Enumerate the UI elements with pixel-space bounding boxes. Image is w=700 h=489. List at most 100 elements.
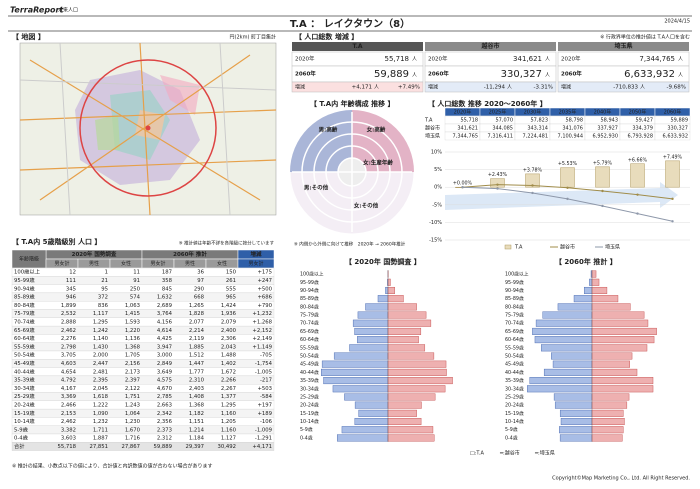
table-cell: 1,402 xyxy=(221,361,236,367)
age-label: 90-94歳 xyxy=(300,287,319,294)
bar-label: +3.78% xyxy=(523,167,543,173)
age-label: 0-4歳 xyxy=(505,434,518,441)
male-bar xyxy=(349,344,389,352)
age-label: 50-54歳 xyxy=(14,351,35,359)
table-head-label: 男性 xyxy=(89,260,99,267)
table-cell: 2,447 xyxy=(93,361,108,367)
trend-year: 2060年 xyxy=(664,109,682,116)
row-label: 2020年 xyxy=(295,55,315,63)
female-bar xyxy=(591,311,645,319)
age-label: 60-64歳 xyxy=(14,334,35,342)
age-label: 85-89歳 xyxy=(300,295,319,302)
table-cell: 4,792 xyxy=(61,378,76,384)
table-cell: 1,512 xyxy=(189,353,204,359)
table-cell: 1,368 xyxy=(189,402,205,408)
female-bar xyxy=(591,377,654,385)
trend-value: 6,952,930 xyxy=(593,134,618,140)
age-label: 35-39歳 xyxy=(300,377,319,384)
female-bar xyxy=(591,286,608,294)
table-cell: 2,079 xyxy=(221,319,236,325)
table-cell: 4,654 xyxy=(61,369,77,375)
table-head-label: 女性 xyxy=(217,260,227,267)
point xyxy=(601,189,604,193)
age-label: 65-69歳 xyxy=(505,328,524,335)
bar-label: +2.43% xyxy=(488,172,508,178)
age-label: 30-34歳 xyxy=(505,385,524,392)
table-cell: 1,828 xyxy=(189,311,205,317)
table-cell: 2,173 xyxy=(125,369,140,375)
female-bar xyxy=(591,385,654,393)
value-2060: 6,633,932 xyxy=(624,69,675,80)
unit: 人 xyxy=(545,73,550,79)
table-head-label: 男女計 xyxy=(54,260,69,267)
value-2020: 55,718 xyxy=(385,55,410,63)
value-2060: 59,889 xyxy=(374,69,409,80)
table-cell: 1,672 xyxy=(221,369,236,375)
table-note: ※ 推計値は年齢不詳を各階級に按分しています xyxy=(179,240,275,247)
trend-year: 2030年 xyxy=(524,109,542,116)
table-cell: 2,403 xyxy=(189,386,204,392)
male-bar xyxy=(352,319,389,327)
female-bar xyxy=(591,368,638,376)
age-label: 15-19歳 xyxy=(300,410,319,417)
point xyxy=(531,184,534,187)
table-cell: 1,184 xyxy=(189,436,205,442)
trend-value: 337,927 xyxy=(597,126,618,132)
bar xyxy=(630,163,645,188)
male-bar xyxy=(559,409,593,417)
table-cell: 1,160 xyxy=(221,427,237,433)
age-label: 25-29歳 xyxy=(14,392,35,400)
table-cell: 2,373 xyxy=(157,427,172,433)
point xyxy=(566,197,569,201)
female-bar xyxy=(591,319,649,327)
structure-label: 女:その他 xyxy=(354,202,379,210)
table-cell: 3,705 xyxy=(61,353,76,359)
table-cell: 91 xyxy=(133,278,140,284)
age-label: 25-29歳 xyxy=(300,393,319,400)
male-bar xyxy=(527,385,593,393)
age-label: 45-49歳 xyxy=(505,361,524,368)
table-cell: 2,000 xyxy=(93,353,109,359)
male-bar xyxy=(321,360,389,368)
table-cell: 1,936 xyxy=(221,311,237,317)
female-bar xyxy=(387,319,432,327)
female-bar xyxy=(591,295,619,303)
trend-value: 7,316,411 xyxy=(488,134,513,140)
trend-value: 57,070 xyxy=(496,118,514,124)
male-bar xyxy=(589,278,593,286)
map-label: 【 地図 】 xyxy=(12,32,45,41)
male-bar xyxy=(534,336,593,344)
table-cell: 1,265 xyxy=(189,303,204,309)
male-bar xyxy=(529,377,593,385)
female-bar xyxy=(591,418,625,426)
table-cell: 2,798 xyxy=(61,344,77,350)
age-label: 20-24歳 xyxy=(14,400,35,408)
table-cell: 2,153 xyxy=(61,411,76,417)
arrow xyxy=(445,182,678,210)
age-label: 5-9歳 xyxy=(300,426,313,433)
age-label: 15-19歳 xyxy=(14,409,35,417)
table-cell: 1,242 xyxy=(93,328,108,334)
table-head-label: 女性 xyxy=(121,260,131,267)
trend-value: 330,327 xyxy=(667,126,688,132)
age-label: 90-94歳 xyxy=(505,287,524,294)
point xyxy=(566,186,569,189)
age-label: 0-4歳 xyxy=(14,434,29,442)
table-cell: -217 xyxy=(260,378,272,384)
table-cell: 1,205 xyxy=(221,419,236,425)
male-bar xyxy=(583,286,593,294)
trend-value: 341,621 xyxy=(457,126,478,132)
table-cell: 1,232 xyxy=(93,419,108,425)
age-label: 100歳以上 xyxy=(14,268,41,276)
table-cell: 97 xyxy=(197,278,204,284)
legend-label: ━:越谷市 xyxy=(499,450,520,457)
male-bar xyxy=(559,426,593,434)
male-bar xyxy=(532,327,593,335)
age-label: 50-54歳 xyxy=(505,353,524,360)
pyramid-title: 【 2020年 国勢調査 】 xyxy=(345,257,421,266)
table-head-label: 男性 xyxy=(185,260,195,267)
male-bar xyxy=(344,393,389,401)
female-bar xyxy=(591,278,600,286)
table-cell: 1,887 xyxy=(93,436,108,442)
table-cell: 1,705 xyxy=(125,353,140,359)
